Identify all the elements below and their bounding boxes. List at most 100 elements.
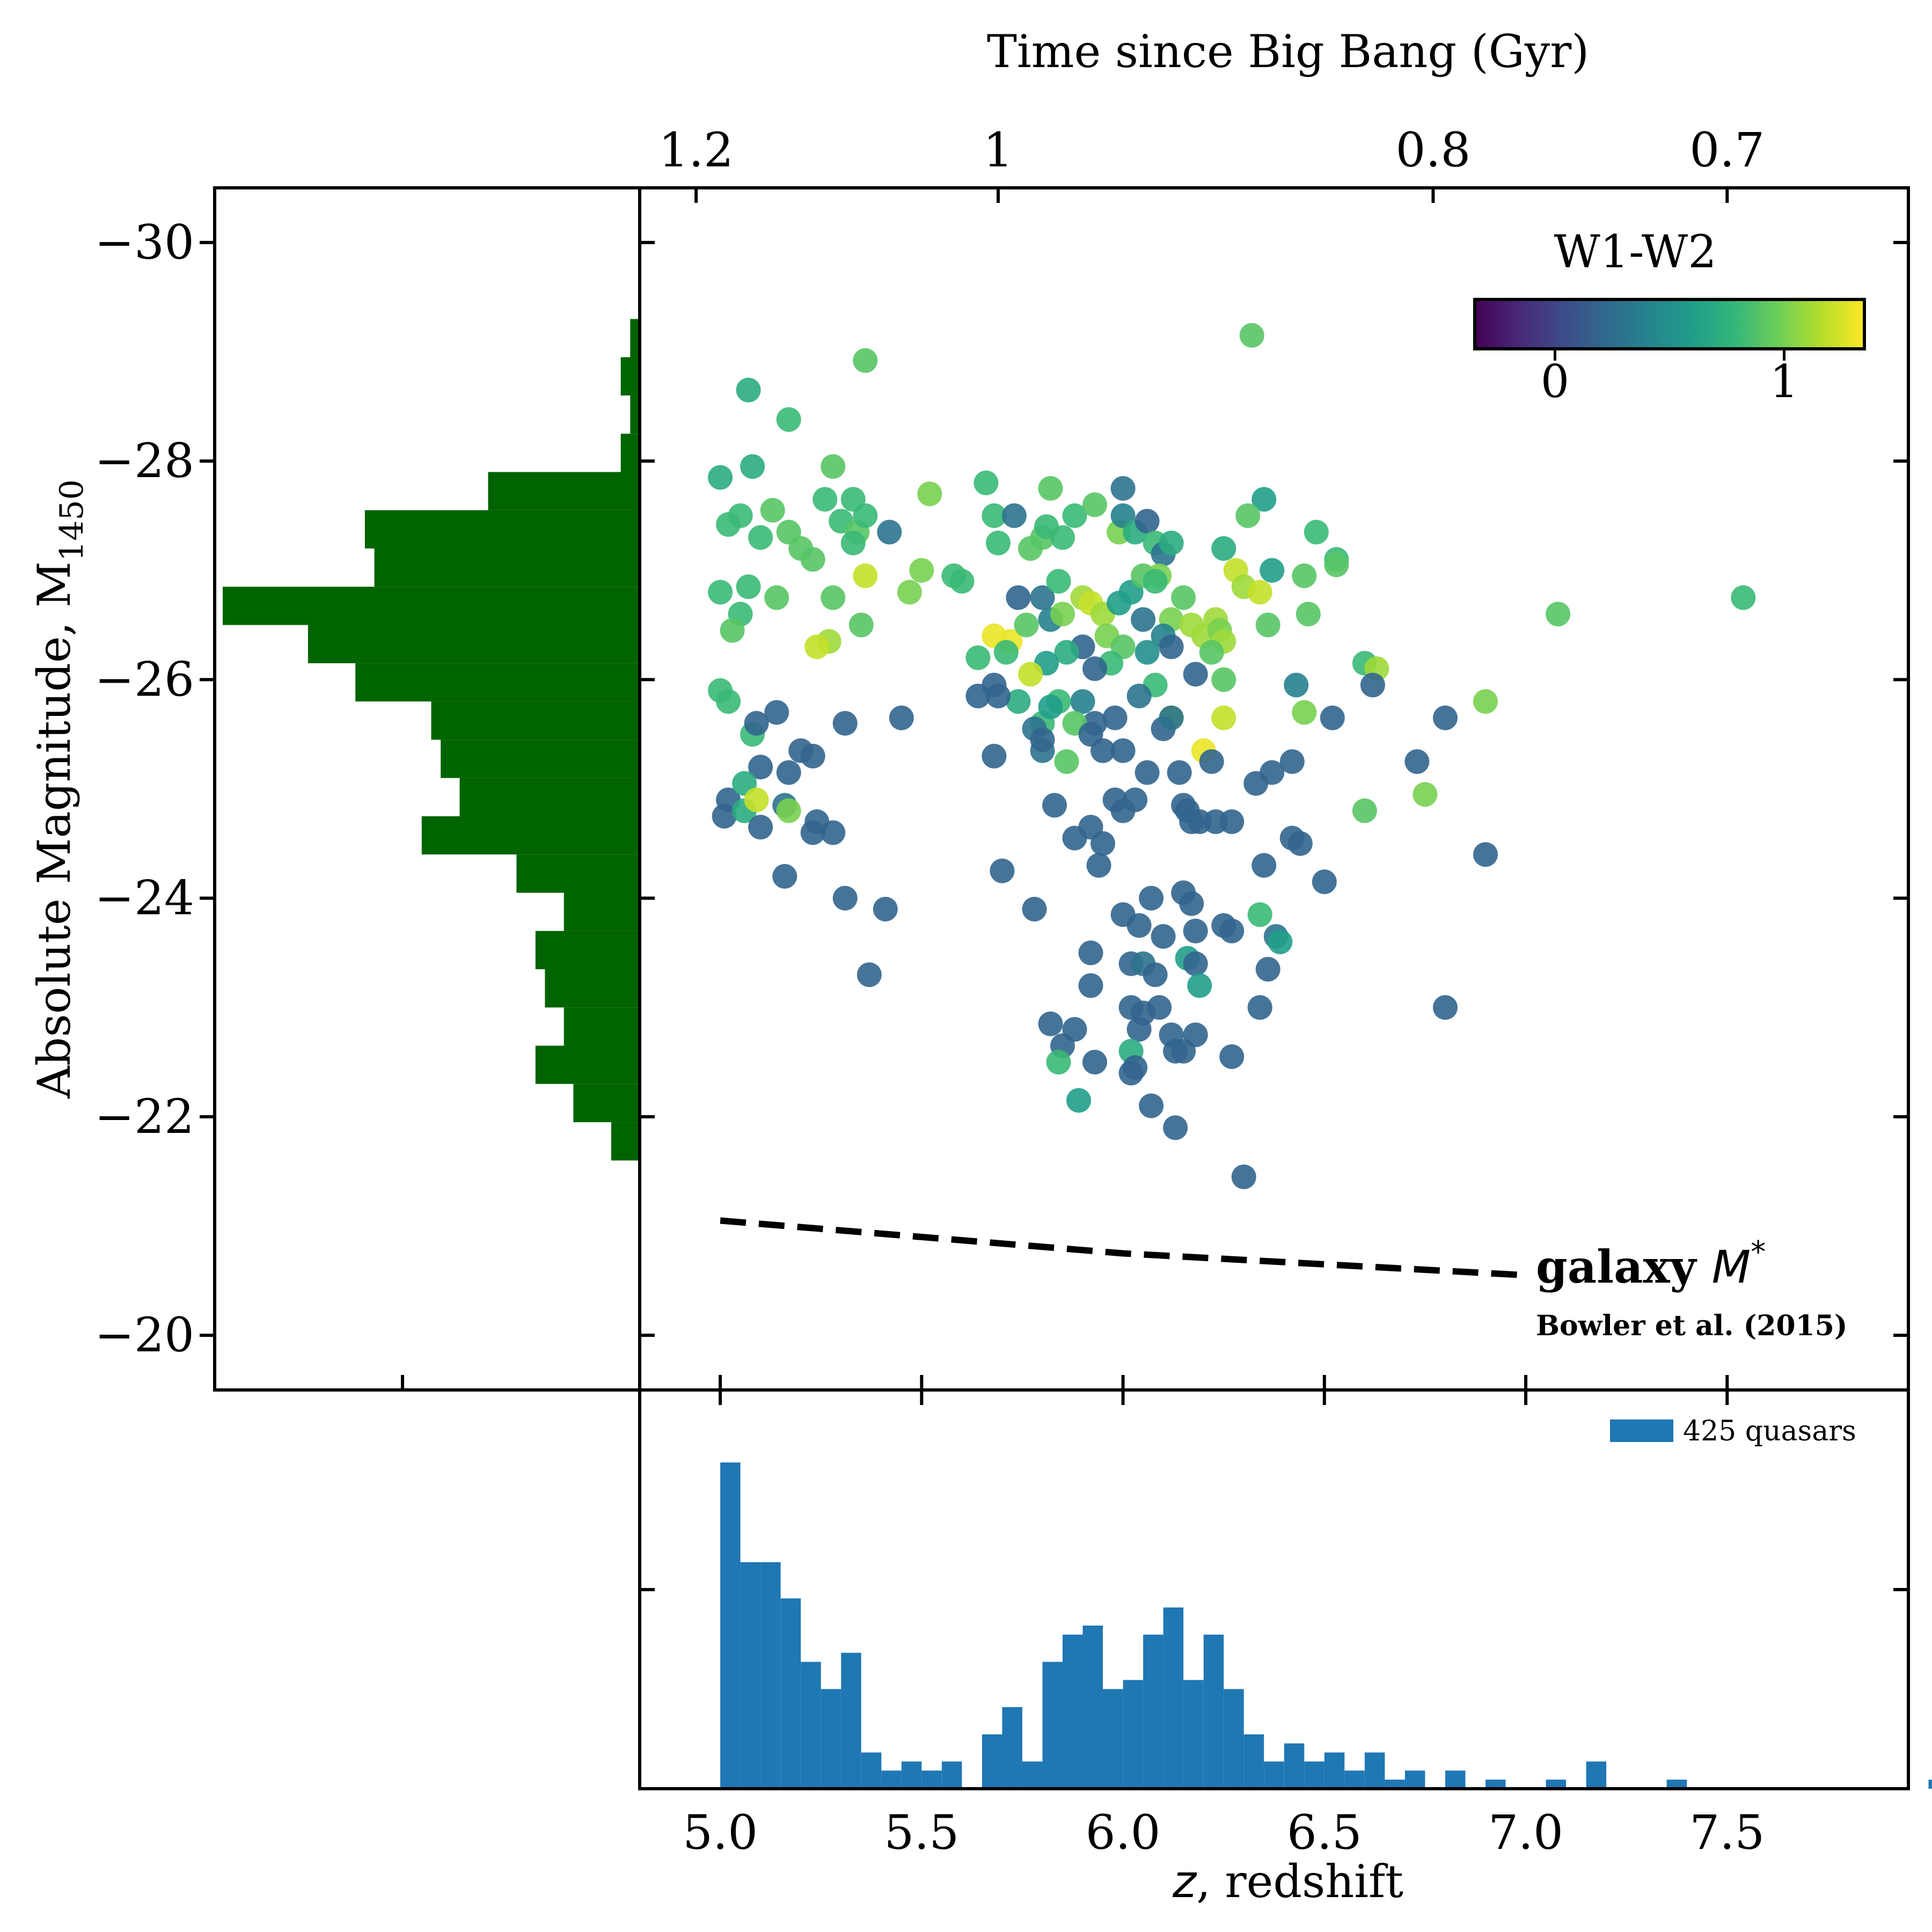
y-axis-label-sub: 1450 [53, 479, 91, 561]
scatter-point [840, 530, 866, 555]
scatter-point [748, 815, 773, 840]
scatter-point [776, 407, 801, 432]
bottom-hist-bar [1264, 1761, 1284, 1789]
scatter-point [821, 454, 846, 479]
scatter-point [857, 962, 882, 987]
scatter-point [740, 454, 765, 479]
scatter-point [1070, 689, 1095, 714]
y-tick-label: −28 [94, 433, 194, 488]
scatter-point [821, 585, 846, 610]
scatter-point [1135, 640, 1160, 665]
scatter-point [1139, 885, 1164, 911]
bottom-hist-bar [801, 1662, 821, 1789]
y-tick-label: −20 [94, 1307, 194, 1363]
bottom-hist-bar [941, 1761, 962, 1789]
scatter-point [1062, 503, 1087, 528]
scatter-point [1255, 612, 1280, 638]
scatter-point [917, 481, 942, 507]
scatter-point [1255, 957, 1280, 982]
scatter-point [853, 348, 878, 373]
scatter-point [1151, 924, 1176, 949]
scatter-point [1473, 689, 1498, 714]
colorbar-tick-label: 0 [1541, 355, 1569, 408]
legend-label: 425 quasars [1683, 1415, 1856, 1447]
scatter-point [736, 377, 761, 402]
scatter-point [897, 580, 922, 605]
left-hist-bar [441, 740, 640, 778]
scatter-point [1091, 831, 1115, 856]
bottom-hist-bar [1385, 1780, 1405, 1789]
annotation-math: M [1712, 1241, 1751, 1293]
scatter-point [1260, 558, 1285, 583]
top-axis-ticks: 1.2 1 0.8 0.7 [658, 122, 1765, 203]
bottom-hist-bar [1546, 1780, 1567, 1789]
scatter-point [993, 640, 1019, 665]
left-hist-bar [355, 663, 640, 702]
scatter-point [1163, 1038, 1188, 1064]
bottom-hist-bar [1284, 1743, 1305, 1789]
bottom-hist-bar [821, 1689, 841, 1789]
galaxy-mstar-line [720, 1217, 1526, 1279]
scatter-point [1247, 580, 1272, 605]
bottom-hist-bar [1224, 1689, 1244, 1789]
scatter-point [1235, 503, 1261, 528]
legend-swatch [1610, 1419, 1673, 1442]
bottom-hist-bar [1203, 1634, 1224, 1789]
scatter-point [1038, 476, 1063, 501]
bottom-hist-bar [1042, 1662, 1063, 1789]
main-plot-frame [638, 186, 1910, 1392]
scatter-point [1078, 973, 1103, 998]
scatter-point [1014, 612, 1039, 638]
scatter-point [1296, 602, 1321, 627]
scatter-point [1352, 798, 1377, 823]
scatter-point [1287, 831, 1313, 856]
scatter-point [1110, 476, 1136, 501]
scatter-point [1143, 569, 1168, 594]
x-axis-label-italic: z [1172, 1855, 1197, 1908]
x-tick-label: 7.0 [1488, 1805, 1563, 1860]
galaxy-annotation: galaxy M* [1536, 1235, 1766, 1293]
scatter-point [1139, 1093, 1164, 1118]
y-tick-label: −30 [94, 215, 194, 270]
scatter-point [1219, 918, 1245, 943]
scatter-point [1102, 787, 1128, 813]
left-hist-bar [564, 892, 640, 931]
scatter-point [1159, 530, 1184, 555]
scatter-point [1320, 705, 1345, 730]
annotation-reference: Bowler et al. (2015) [1536, 1309, 1848, 1342]
x-tick-label: 5.5 [884, 1805, 959, 1860]
scatter-point [1126, 1017, 1152, 1042]
scatter-point [1219, 1044, 1245, 1069]
scatter-point [1179, 891, 1204, 916]
scatter-point [1179, 809, 1204, 835]
scatter-point [708, 580, 733, 605]
left-hist-bar [545, 969, 640, 1008]
bottom-hist-bar [1445, 1770, 1466, 1789]
scatter-point [853, 503, 878, 528]
main-plot-ticks [640, 240, 1908, 1390]
bottom-hist-bar [1103, 1689, 1123, 1789]
scatter-point [1022, 897, 1047, 921]
left-hist-bar [223, 587, 640, 625]
scatter-point [1433, 705, 1458, 730]
bottom-hist-bar [1666, 1780, 1687, 1789]
scatter-point [985, 530, 1011, 555]
scatter-point [1247, 902, 1272, 927]
scatter-point [772, 863, 797, 889]
left-hist-bar [535, 1045, 640, 1084]
scatter-point [744, 711, 769, 736]
scatter-point [1050, 602, 1075, 627]
x-tick-label: 6.5 [1287, 1805, 1362, 1860]
scatter-point [1171, 585, 1196, 610]
bottom-hist-bar [1022, 1761, 1043, 1789]
scatter-point [720, 618, 745, 643]
bottom-hist-bar [901, 1761, 922, 1789]
scatter-point [1110, 738, 1136, 763]
left-hist-bar [516, 854, 640, 893]
scatter-point [1147, 995, 1172, 1020]
scatter-point [1086, 853, 1111, 878]
scatter-point [736, 574, 761, 599]
